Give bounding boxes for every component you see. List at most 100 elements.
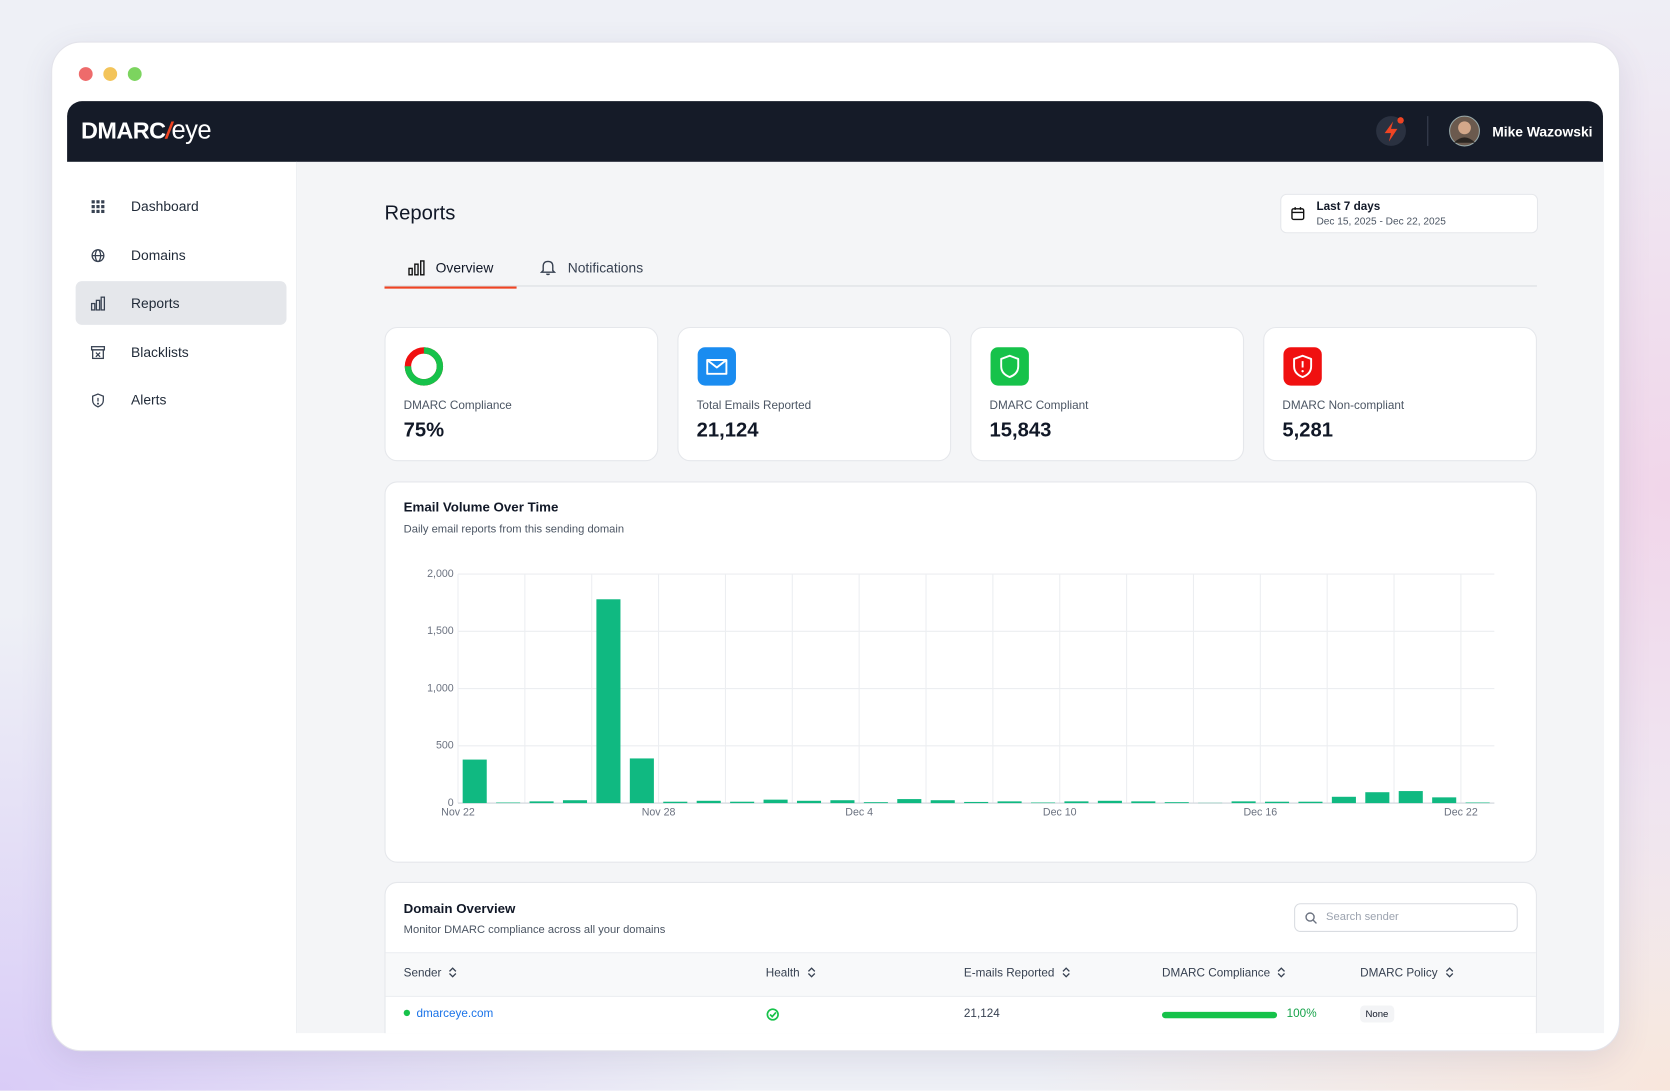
bar <box>1131 801 1156 804</box>
column-header[interactable]: DMARC Compliance <box>1162 967 1286 980</box>
chart: Email Volume Over Time Daily email repor… <box>404 500 1495 818</box>
bar <box>1465 802 1490 804</box>
bar <box>1097 800 1122 804</box>
stat-value: 75% <box>403 419 445 443</box>
tab[interactable]: Notifications <box>538 257 666 287</box>
sort-icon <box>807 967 816 978</box>
nav-item-active[interactable]: Reports <box>75 281 287 325</box>
bar <box>1331 796 1356 804</box>
health-icon <box>766 1008 779 1021</box>
tab-label: Overview <box>435 259 494 276</box>
column-header[interactable]: Health <box>766 967 816 980</box>
bar <box>529 801 554 804</box>
maximize-dot[interactable] <box>127 67 142 81</box>
bar <box>1432 797 1457 804</box>
nav-item[interactable]: Alerts <box>76 378 287 422</box>
tab-rule <box>384 285 1537 287</box>
emails-reported: 21,124 <box>963 1007 1000 1021</box>
bar <box>663 801 688 804</box>
minimize-dot[interactable] <box>103 67 118 81</box>
bar <box>930 800 955 804</box>
stat-icon <box>697 347 736 386</box>
nav-icon <box>90 345 106 359</box>
logo-text: DMARC <box>80 117 166 144</box>
bar <box>1365 792 1390 804</box>
column-header[interactable]: Sender <box>404 967 458 980</box>
logo-slash: / <box>165 117 172 144</box>
bar <box>1030 802 1056 804</box>
compliance-bar <box>1162 1011 1278 1019</box>
close-dot[interactable] <box>78 67 93 81</box>
search-icon <box>1305 912 1317 924</box>
stat-icon <box>990 347 1029 386</box>
donut-value <box>404 347 444 386</box>
tab-active[interactable]: Overview <box>384 257 517 289</box>
nav-label: Blacklists <box>131 344 189 361</box>
bar <box>830 800 855 804</box>
stat-label: Total Emails Reported <box>696 399 812 413</box>
search-placeholder: Search sender <box>1326 910 1399 924</box>
avatar[interactable] <box>1449 115 1481 147</box>
bar <box>897 799 922 804</box>
bar <box>1064 801 1089 804</box>
column-header[interactable]: E-mails Reported <box>964 967 1070 980</box>
stat-icon <box>1283 347 1322 386</box>
x-tick-label: Dec 16 <box>1243 806 1277 818</box>
chart-card: Email Volume Over Time Daily email repor… <box>384 481 1537 863</box>
bar <box>863 802 888 804</box>
stat-card: DMARC Compliance 75% <box>384 326 659 462</box>
y-tick-label: 1,500 <box>427 625 454 637</box>
sort-glyph <box>1278 967 1286 978</box>
bar <box>696 800 721 804</box>
stat-value: 15,843 <box>989 419 1052 443</box>
sort-icon <box>449 967 457 978</box>
nav-item[interactable]: Dashboard <box>76 184 287 228</box>
sender-name: dmarceye.com <box>416 1007 494 1021</box>
stat-card: Total Emails Reported 21,124 <box>677 326 952 462</box>
y-tick-label: 2,000 <box>427 568 454 580</box>
bar <box>1164 802 1189 804</box>
stat-card: DMARC Compliant 15,843 <box>970 326 1245 462</box>
chart-subtitle: Daily email reports from this sending do… <box>404 523 624 535</box>
upgrade-button[interactable] <box>1375 115 1409 149</box>
icon-bg <box>990 347 1029 386</box>
nav-label: Domains <box>131 247 186 264</box>
date-picker[interactable]: Last 7 days Dec 15, 2025 - Dec 22, 2025 <box>1280 193 1539 234</box>
icon-glyph <box>706 359 728 375</box>
icon-glyph <box>1301 370 1304 373</box>
nav-icon <box>91 199 105 213</box>
sender[interactable]: dmarceye.com <box>403 1007 494 1021</box>
sort-glyph <box>1062 967 1070 978</box>
sort-glyph <box>449 967 457 978</box>
window: DMARC/eye Mike Wazowski Dashboard Domain… <box>51 41 1621 1052</box>
bar <box>964 801 989 804</box>
calendar-icon <box>1291 207 1305 221</box>
bar <box>796 800 822 804</box>
status-dot <box>403 1009 411 1017</box>
logo[interactable]: DMARC/eye <box>80 116 212 146</box>
bar <box>562 800 588 804</box>
bar <box>1231 801 1256 804</box>
column-label: Health <box>765 967 800 980</box>
nav-item[interactable]: Domains <box>76 233 287 277</box>
y-tick-label: 1,000 <box>427 682 454 694</box>
stat-value: 5,281 <box>1282 419 1334 443</box>
stat-card: DMARC Non-compliant 5,281 <box>1263 326 1537 462</box>
top-bar: DMARC/eye Mike Wazowski <box>67 101 1603 162</box>
table-subtitle: Monitor DMARC compliance across all your… <box>403 923 666 937</box>
health-check <box>769 1011 777 1018</box>
divider <box>1427 116 1429 146</box>
policy-badge: None <box>1360 1005 1394 1023</box>
column-header[interactable]: DMARC Policy <box>1360 967 1453 980</box>
page-title: Reports <box>384 202 456 225</box>
table-header <box>385 952 1536 997</box>
bar <box>1398 791 1423 804</box>
user-name[interactable]: Mike Wazowski <box>1492 123 1593 140</box>
x-tick-label: Nov 28 <box>642 806 676 818</box>
bar <box>997 801 1022 804</box>
nav-item[interactable]: Blacklists <box>76 330 287 374</box>
tab-label: Notifications <box>567 259 644 276</box>
search-box[interactable]: Search sender <box>1294 903 1518 932</box>
stat-label: DMARC Compliant <box>989 399 1089 413</box>
nav-icon <box>91 248 105 262</box>
